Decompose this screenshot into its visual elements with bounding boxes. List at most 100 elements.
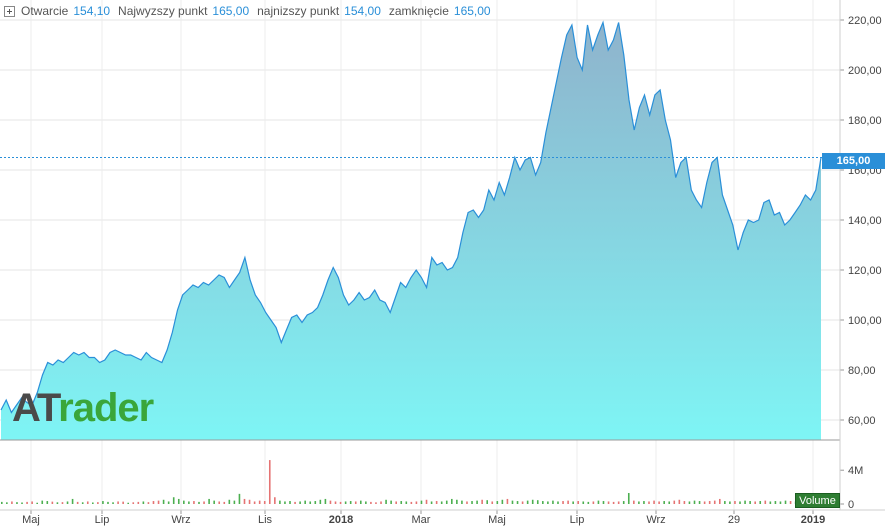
volume-bar	[319, 499, 322, 504]
volume-bar	[440, 501, 443, 504]
x-tick-label: Lis	[258, 514, 273, 526]
volume-bar	[263, 501, 266, 504]
volume-bar	[365, 501, 367, 504]
volume-bar	[36, 502, 38, 504]
volume-bar	[309, 501, 312, 504]
volume-bar	[21, 502, 23, 504]
x-tick-label: Maj	[488, 514, 506, 526]
atrader-logo: ATrader	[12, 386, 154, 430]
volume-bar	[349, 501, 352, 504]
volume-badge: Volume	[795, 493, 840, 508]
low-value: 154,00	[344, 4, 381, 18]
volume-bar	[506, 498, 509, 504]
high-label: Najwyzszy punkt	[118, 4, 208, 18]
volume-bar	[344, 501, 347, 504]
volume-bar	[653, 500, 655, 504]
volume-bar	[577, 501, 580, 504]
volume-bar	[708, 501, 711, 504]
volume-bar	[542, 501, 544, 504]
volume-bar	[764, 500, 767, 504]
x-tick-label: Wrz	[171, 514, 190, 526]
volume-bar	[552, 500, 554, 504]
volume-bar	[724, 501, 726, 504]
volume-bar	[324, 498, 327, 504]
volume-bar	[142, 501, 145, 504]
volume-bar	[587, 501, 590, 504]
volume-bar	[193, 501, 195, 504]
volume-bar	[274, 497, 276, 504]
volume-bar	[683, 501, 686, 504]
volume-bar	[769, 501, 772, 504]
volume-bar	[592, 501, 595, 504]
price-axis[interactable]: 60,0080,00100,00120,00140,00160,00180,00…	[840, 15, 882, 427]
volume-bar	[789, 501, 792, 504]
volume-bar	[501, 499, 504, 504]
volume-bar	[132, 502, 135, 504]
volume-bar	[354, 501, 357, 504]
volume-bar	[162, 499, 165, 504]
x-tick-label: 2019	[801, 514, 825, 526]
volume-bar	[405, 501, 408, 504]
y-tick-label: 120,00	[848, 265, 882, 277]
volume-bar	[183, 500, 185, 504]
volume-bar	[238, 493, 241, 504]
volume-bar	[97, 502, 99, 504]
volume-bar	[268, 460, 271, 504]
x-tick-label: Lip	[570, 514, 585, 526]
x-tick-label: Mar	[412, 514, 431, 526]
vol-tick-label: 4M	[848, 465, 863, 477]
y-tick-label: 220,00	[848, 15, 882, 27]
volume-bar	[46, 501, 49, 504]
volume-bar	[678, 499, 681, 504]
volume-bar	[602, 501, 605, 504]
volume-bar	[167, 501, 170, 504]
volume-bar	[11, 501, 13, 504]
volume-bar	[627, 493, 630, 504]
volume-bar	[329, 500, 332, 504]
volume-bar	[157, 500, 160, 504]
volume-bar	[71, 498, 74, 504]
y-tick-label: 200,00	[848, 65, 882, 77]
volume-bar	[218, 501, 221, 504]
time-axis[interactable]: Maj Lip Wrz Lis 2018 Mar Maj Lip Wrz 29 2019	[22, 510, 825, 526]
volume-bar	[663, 501, 665, 504]
volume-bar	[284, 501, 286, 504]
volume-bar	[16, 502, 18, 504]
volume-bar	[511, 500, 514, 504]
volume-bar	[582, 501, 585, 504]
volume-bar	[400, 501, 403, 504]
volume-bar	[617, 501, 620, 504]
expand-icon[interactable]	[4, 5, 15, 17]
volume-bar	[668, 501, 671, 504]
volume-bar	[744, 500, 746, 504]
volume-bar	[299, 501, 301, 504]
volume-bar	[213, 500, 215, 504]
volume-bar	[607, 501, 610, 504]
volume-bar	[51, 501, 54, 504]
volume-bar	[334, 501, 337, 504]
volume-bar	[76, 501, 79, 504]
open-label: Otwarcie	[21, 4, 69, 18]
volume-bar	[572, 501, 574, 504]
price-line	[0, 20, 822, 414]
volume-bar	[188, 501, 190, 504]
volume-bar	[486, 500, 488, 504]
volume-bar	[658, 501, 660, 504]
volume-bar	[597, 500, 600, 504]
y-tick-label: 60,00	[848, 415, 876, 427]
volume-bar	[102, 501, 104, 504]
volume-bar	[536, 500, 539, 504]
volume-bar	[451, 498, 453, 504]
volume-bar	[430, 501, 433, 504]
volume-bar	[754, 501, 756, 504]
volume-bar	[66, 501, 69, 504]
volume-bar	[56, 502, 59, 504]
volume-bar	[698, 501, 701, 504]
volume-bar	[547, 501, 549, 504]
y-tick-label: 100,00	[848, 315, 882, 327]
volume-bar	[557, 501, 559, 504]
volume-bar	[774, 501, 777, 504]
x-tick-label: Lip	[95, 514, 110, 526]
volume-bar	[198, 501, 200, 504]
